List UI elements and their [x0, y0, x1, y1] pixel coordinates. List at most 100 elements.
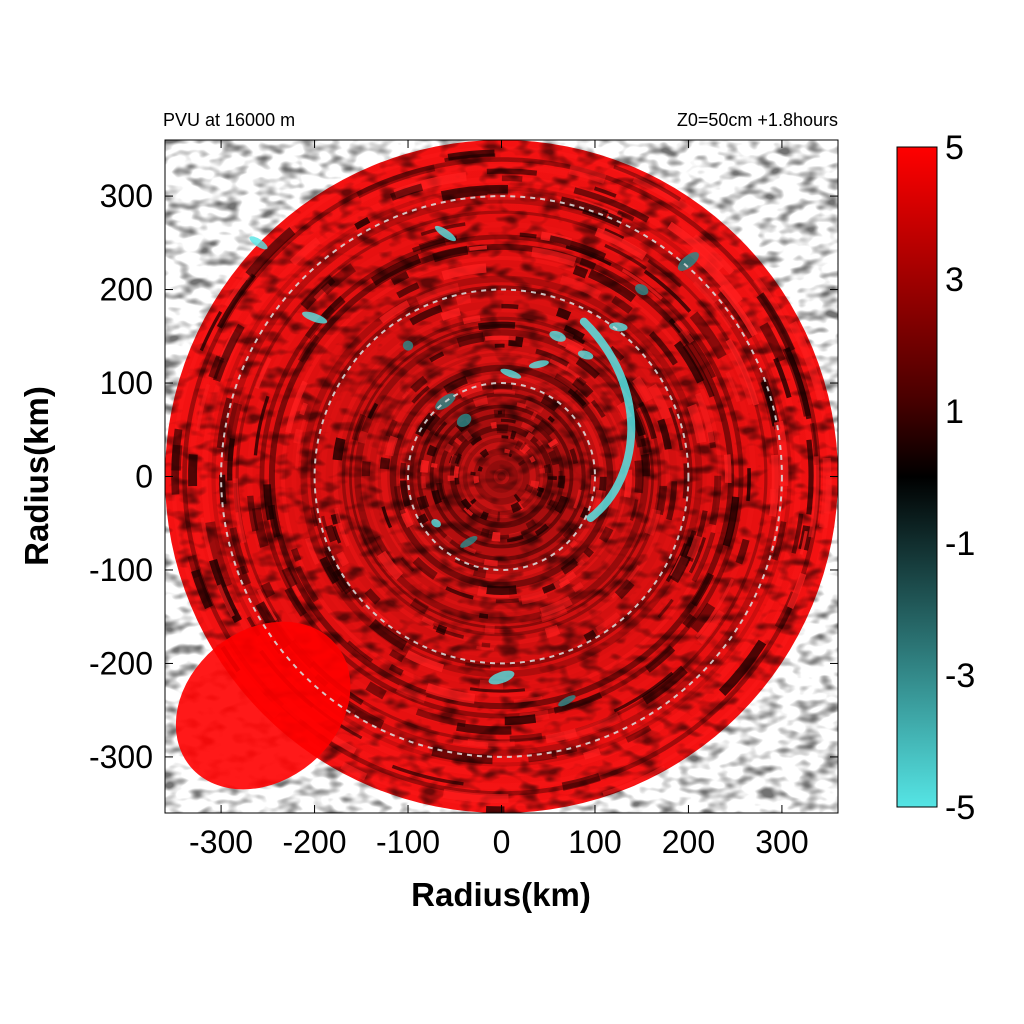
bright-streak: [289, 237, 321, 266]
dark-streak: [460, 498, 472, 510]
bright-streak: [441, 263, 487, 281]
dark-streak: [456, 722, 512, 735]
dark-streak: [171, 428, 183, 495]
bright-streak: [530, 411, 538, 421]
bright-streak: [377, 550, 404, 581]
bright-streak: [536, 439, 544, 447]
dark-streak: [507, 535, 524, 543]
bright-streak: [200, 517, 225, 593]
dark-streak: [554, 495, 569, 514]
dark-streak: [557, 475, 566, 489]
dark-streak: [504, 714, 537, 726]
bright-streak: [632, 175, 695, 216]
dark-streak: [481, 642, 491, 648]
bright-streak: [697, 609, 725, 645]
bright-streak: [547, 438, 559, 448]
bright-streak: [447, 475, 455, 482]
dark-streak: [668, 318, 683, 334]
dark-streak: [638, 401, 657, 440]
bright-streak: [467, 739, 515, 747]
dark-streak: [717, 289, 756, 340]
dark-streak: [400, 480, 411, 507]
dark-streak: [332, 437, 346, 461]
dark-streak: [399, 462, 407, 479]
dark-streak: [332, 525, 342, 544]
dark-streak: [445, 586, 474, 600]
dark-streak: [583, 629, 598, 643]
dark-streak: [356, 164, 436, 199]
dark-streak: [760, 380, 778, 427]
dark-streak: [572, 376, 594, 398]
dark-streak: [454, 558, 479, 571]
bright-streak: [483, 559, 498, 567]
negative-pv-patch: [434, 225, 456, 242]
negative-pv-patch: [677, 252, 699, 271]
y-axis-ticks: -300 -200 -100 0 100 200 300: [89, 178, 838, 775]
dark-streak: [535, 348, 570, 367]
dark-streak: [410, 597, 429, 615]
bright-streak: [576, 559, 586, 568]
bright-streak: [462, 315, 481, 325]
dark-streak: [319, 556, 340, 585]
bright-streak: [287, 575, 302, 597]
dark-streak: [374, 535, 396, 566]
bright-streak: [568, 164, 607, 184]
bright-streak: [299, 402, 308, 416]
dark-streak: [614, 579, 635, 600]
bright-streak: [421, 616, 435, 626]
dark-streak: [718, 639, 767, 696]
dark-streak: [773, 357, 792, 399]
bright-streak: [440, 307, 461, 321]
dark-streak: [456, 332, 485, 348]
bright-streak: [723, 454, 732, 483]
colorbar: [896, 146, 938, 808]
dark-streak: [547, 415, 555, 423]
dark-streak: [647, 259, 682, 288]
bright-streak: [293, 428, 303, 444]
dark-streak: [565, 245, 612, 266]
dark-streak: [588, 269, 637, 303]
bright-streak: [545, 728, 578, 744]
dark-streak: [347, 640, 374, 663]
bright-streak: [484, 335, 516, 341]
dark-streak: [643, 269, 692, 313]
bright-streak: [490, 421, 497, 429]
x-tick-label: -300: [189, 824, 253, 860]
y-tick-label: 200: [100, 272, 153, 308]
dark-streak: [478, 613, 489, 619]
dark-streak: [212, 323, 245, 382]
bright-streak: [687, 403, 707, 444]
dark-streak: [567, 388, 587, 407]
bright-streak: [520, 589, 548, 605]
bright-streak: [340, 762, 368, 781]
dark-streak: [496, 423, 509, 434]
plot-area: [165, 140, 838, 813]
bright-streak: [569, 539, 578, 548]
dark-streak: [324, 549, 343, 578]
y-tick-label: -200: [89, 645, 153, 681]
dark-streak: [361, 461, 371, 477]
dark-streak: [412, 235, 458, 253]
dark-streak: [641, 453, 651, 477]
bright-streak: [442, 789, 509, 804]
bright-streak: [644, 508, 661, 536]
dark-streak: [497, 511, 500, 522]
y-axis-label: Radius(km): [18, 386, 55, 566]
dark-streak: [722, 496, 740, 547]
dark-streak: [709, 475, 722, 526]
negative-pv-patch: [635, 284, 649, 296]
dark-streak: [668, 407, 684, 451]
dark-streak: [224, 402, 243, 462]
dark-streak: [536, 486, 545, 493]
bright-streak: [473, 476, 480, 484]
dark-streak: [381, 506, 392, 529]
dark-streak: [688, 537, 707, 574]
dark-streak: [434, 421, 448, 437]
dark-streak: [470, 471, 476, 476]
dark-streak: [575, 357, 600, 379]
dark-streak: [613, 165, 682, 202]
dark-streak: [572, 334, 586, 345]
dark-streak: [321, 515, 328, 531]
colorbar-tick-label: 1: [945, 393, 964, 431]
y-tick-label: 100: [100, 365, 153, 401]
